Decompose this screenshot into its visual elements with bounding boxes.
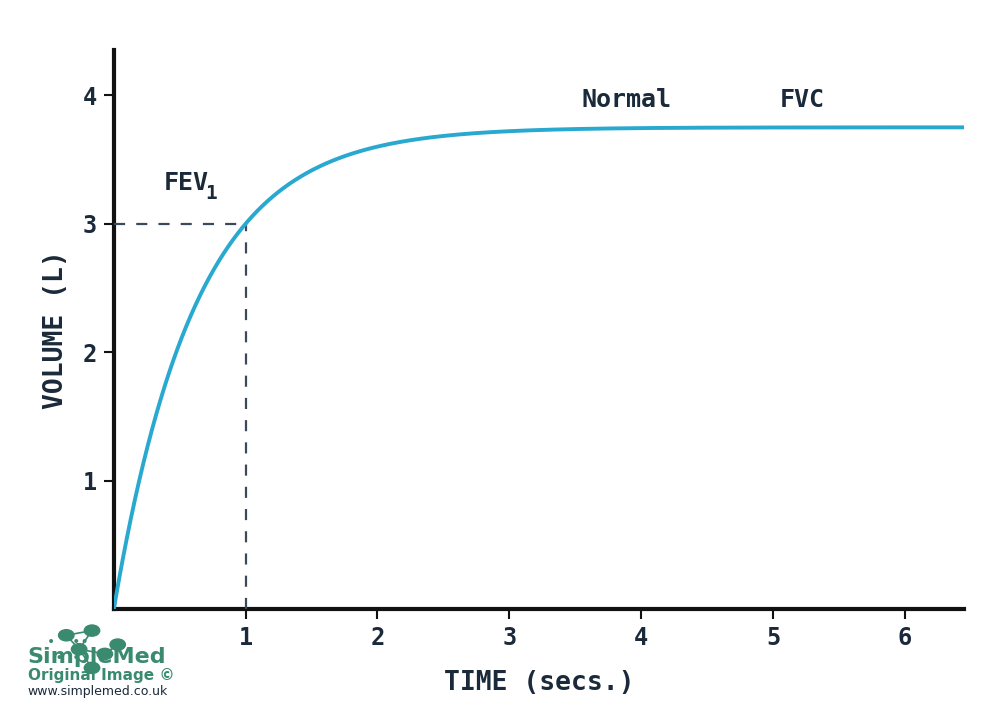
Circle shape bbox=[58, 630, 74, 641]
Text: Normal: Normal bbox=[582, 88, 672, 112]
Circle shape bbox=[71, 644, 87, 655]
Text: 1: 1 bbox=[206, 184, 218, 203]
Circle shape bbox=[84, 625, 100, 636]
X-axis label: TIME (secs.): TIME (secs.) bbox=[444, 670, 634, 695]
Circle shape bbox=[84, 663, 100, 673]
Text: SimpleMed: SimpleMed bbox=[28, 647, 166, 667]
Text: Original Image ©: Original Image © bbox=[28, 668, 174, 683]
Text: FVC: FVC bbox=[779, 88, 825, 112]
Text: www.simplemed.co.uk: www.simplemed.co.uk bbox=[28, 685, 168, 698]
Y-axis label: VOLUME (L): VOLUME (L) bbox=[43, 250, 69, 409]
Circle shape bbox=[110, 639, 126, 650]
Text: •  ••
 • •: • •• • • bbox=[47, 635, 89, 665]
Text: FEV: FEV bbox=[164, 171, 209, 196]
Circle shape bbox=[97, 648, 113, 660]
